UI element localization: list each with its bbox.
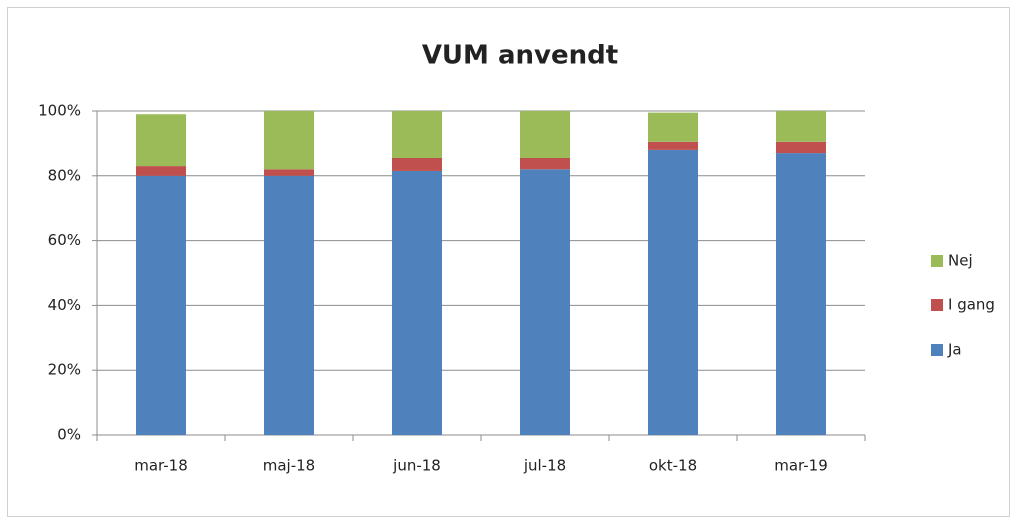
x-tick-label: okt-18 [649, 457, 697, 475]
legend-swatch [931, 255, 943, 267]
bar-segment [776, 111, 826, 142]
y-tick-label: 60% [48, 231, 81, 249]
y-tick-label: 0% [57, 426, 81, 444]
bar-segment [392, 111, 442, 158]
legend-label: Nej [948, 252, 973, 270]
y-tick-label: 40% [48, 296, 81, 314]
bar-segment [264, 111, 314, 170]
bar-segment [264, 175, 314, 436]
bar-segment [776, 153, 826, 435]
bar-segment [392, 170, 442, 435]
bar-segment [136, 175, 186, 436]
x-tick-label: maj-18 [263, 457, 315, 475]
chart-title: VUM anvendt [422, 41, 618, 71]
bar-segment [520, 157, 570, 170]
y-tick-label: 100% [38, 102, 81, 120]
y-tick-label: 20% [48, 361, 81, 379]
y-tick-label: 80% [48, 166, 81, 184]
bar-segment [136, 166, 186, 176]
bar-segment [776, 141, 826, 154]
x-tick-label: mar-19 [774, 457, 828, 475]
legend-swatch [931, 299, 943, 311]
x-tick-label: jun-18 [392, 457, 441, 475]
bar-segment [520, 169, 570, 435]
bar-segment [264, 169, 314, 176]
x-tick-label: mar-18 [134, 457, 188, 475]
bar-segment [648, 141, 698, 150]
x-tick-label: jul-18 [523, 457, 566, 475]
legend-label: I gang [948, 296, 995, 314]
legend-swatch [931, 344, 943, 356]
legend-label: Ja [947, 341, 962, 359]
bar-segment [392, 157, 442, 171]
bar-segment [520, 111, 570, 158]
bar-segment [136, 114, 186, 167]
bar-segment [648, 149, 698, 435]
bar-segment [648, 112, 698, 142]
